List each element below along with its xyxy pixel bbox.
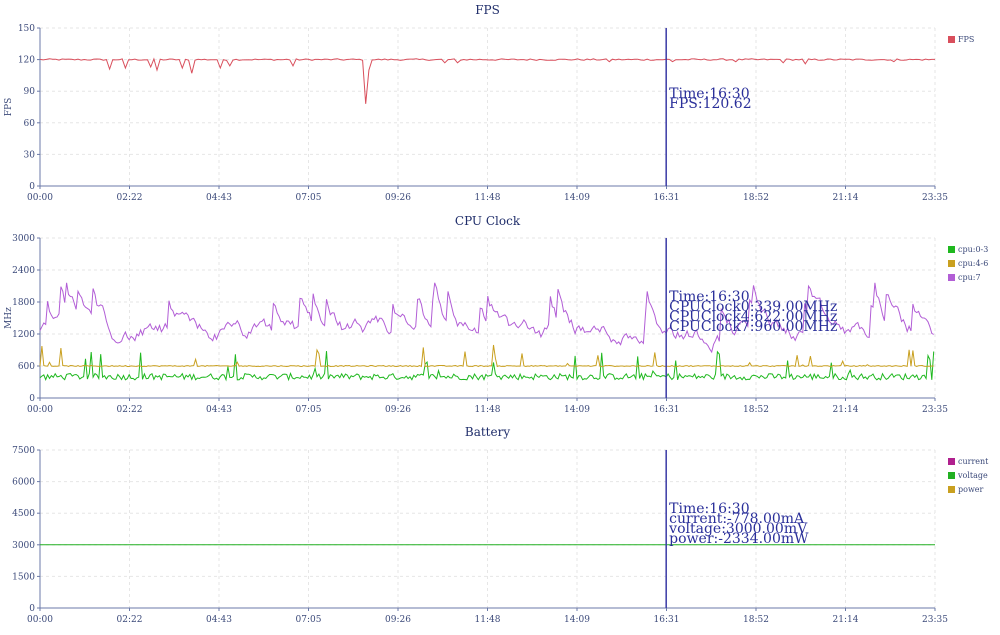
x-tick-label: 00:00 xyxy=(27,615,53,625)
y-tick-label: 1800 xyxy=(12,298,35,308)
x-tick-label: 07:05 xyxy=(296,193,322,203)
y-tick-label: 7500 xyxy=(12,446,35,456)
x-tick-label: 23:35 xyxy=(922,615,948,625)
x-tick-label: 04:43 xyxy=(206,405,232,415)
x-tick-label: 14:09 xyxy=(564,615,590,625)
legend-swatch xyxy=(948,472,955,479)
x-tick-label: 16:31 xyxy=(654,615,680,625)
chart-title: Battery xyxy=(465,425,510,439)
y-tick-label: 600 xyxy=(18,362,35,372)
chart-title: CPU Clock xyxy=(455,214,521,228)
legend-swatch xyxy=(948,260,955,267)
y-axis-label: MHz xyxy=(4,307,14,329)
cursor-readout-line: Time:16:30 xyxy=(669,86,749,102)
series-line-cpu-4-6 xyxy=(39,344,934,368)
legend-swatch xyxy=(948,458,955,465)
x-tick-label: 04:43 xyxy=(206,615,232,625)
legend-label: FPS xyxy=(958,35,974,44)
legend-label: power xyxy=(958,485,984,494)
legend-label: current xyxy=(958,457,989,466)
legend-swatch xyxy=(948,274,955,281)
x-tick-label: 07:05 xyxy=(296,405,322,415)
x-tick-label: 00:00 xyxy=(27,193,53,203)
cursor-readout-line: Time:16:30 xyxy=(669,501,749,517)
cursor-readout-line: FPS:120.62 xyxy=(669,96,751,112)
y-tick-label: 0 xyxy=(29,604,35,614)
legend-label: cpu:0-3 xyxy=(958,245,988,254)
cursor-readout-line: power:-2334.00mW xyxy=(669,531,809,547)
y-tick-label: 150 xyxy=(18,24,35,34)
x-tick-label: 18:52 xyxy=(743,193,769,203)
x-tick-label: 18:52 xyxy=(743,615,769,625)
y-tick-label: 2400 xyxy=(12,266,35,276)
chart-panel-2: Battery 0 1500 3000 4500 6000 7500 00:00 02:22 04… xyxy=(12,425,989,625)
legend-swatch xyxy=(948,36,955,43)
legend-label: cpu:4-6 xyxy=(958,259,988,268)
y-tick-label: 3000 xyxy=(12,234,35,244)
y-tick-label: 30 xyxy=(24,150,36,160)
series-line-cpu-7 xyxy=(39,282,934,354)
y-tick-label: 1200 xyxy=(12,330,35,340)
x-tick-label: 09:26 xyxy=(385,405,411,415)
x-tick-label: 09:26 xyxy=(385,615,411,625)
x-tick-label: 14:09 xyxy=(564,193,590,203)
y-tick-label: 0 xyxy=(29,394,35,404)
x-tick-label: 16:31 xyxy=(654,405,680,415)
x-tick-label: 14:09 xyxy=(564,405,590,415)
y-tick-label: 1500 xyxy=(12,572,35,582)
y-tick-label: 4500 xyxy=(12,509,35,519)
chart-panel-1: CPU Clock MHz 0 600 1200 1800 2400 3000 00:00 02:… xyxy=(4,214,988,415)
cursor-readout-line: CPUClock0:339.00MHz xyxy=(669,299,837,315)
x-tick-label: 02:22 xyxy=(117,193,143,203)
y-tick-label: 3000 xyxy=(12,541,35,551)
cursor-readout-line: CPUClock4:622.00MHz xyxy=(669,309,837,325)
chart-panel-0: FPS FPS 0 30 60 90 120 150 00:00 02:22 04:43 07:05 0… xyxy=(4,3,974,203)
cursor-readout-line: current:-778.00mA xyxy=(669,511,805,527)
x-tick-label: 11:48 xyxy=(475,615,501,625)
legend-label: cpu:7 xyxy=(958,273,981,282)
x-tick-label: 21:14 xyxy=(833,405,859,415)
chart-title: FPS xyxy=(475,3,500,17)
y-tick-label: 0 xyxy=(29,182,35,192)
y-axis-label: FPS xyxy=(4,98,14,116)
x-tick-label: 18:52 xyxy=(743,405,769,415)
x-tick-label: 21:14 xyxy=(833,615,859,625)
x-tick-label: 07:05 xyxy=(296,615,322,625)
x-tick-label: 11:48 xyxy=(475,405,501,415)
legend-label: voltage xyxy=(957,471,988,480)
y-tick-label: 120 xyxy=(18,56,35,66)
legend-swatch xyxy=(948,486,955,493)
legend-swatch xyxy=(948,246,955,253)
y-tick-label: 60 xyxy=(24,119,36,129)
x-tick-label: 09:26 xyxy=(385,193,411,203)
x-tick-label: 04:43 xyxy=(206,193,232,203)
cursor-readout-line: Time:16:30 xyxy=(669,289,749,305)
x-tick-label: 11:48 xyxy=(475,193,501,203)
x-tick-label: 21:14 xyxy=(833,193,859,203)
series-line-fps xyxy=(39,57,935,104)
cursor-readout-line: voltage:3000.00mV xyxy=(668,521,808,537)
x-tick-label: 23:35 xyxy=(922,193,948,203)
cursor-readout-line: CPUClock7:960.00MHz xyxy=(669,319,837,335)
y-tick-label: 90 xyxy=(24,87,36,97)
x-tick-label: 16:31 xyxy=(654,193,680,203)
y-tick-label: 6000 xyxy=(12,478,35,488)
series-line-cpu-0-3 xyxy=(39,350,935,382)
x-tick-label: 02:22 xyxy=(117,405,143,415)
x-tick-label: 00:00 xyxy=(27,405,53,415)
x-tick-label: 02:22 xyxy=(117,615,143,625)
x-tick-label: 23:35 xyxy=(922,405,948,415)
